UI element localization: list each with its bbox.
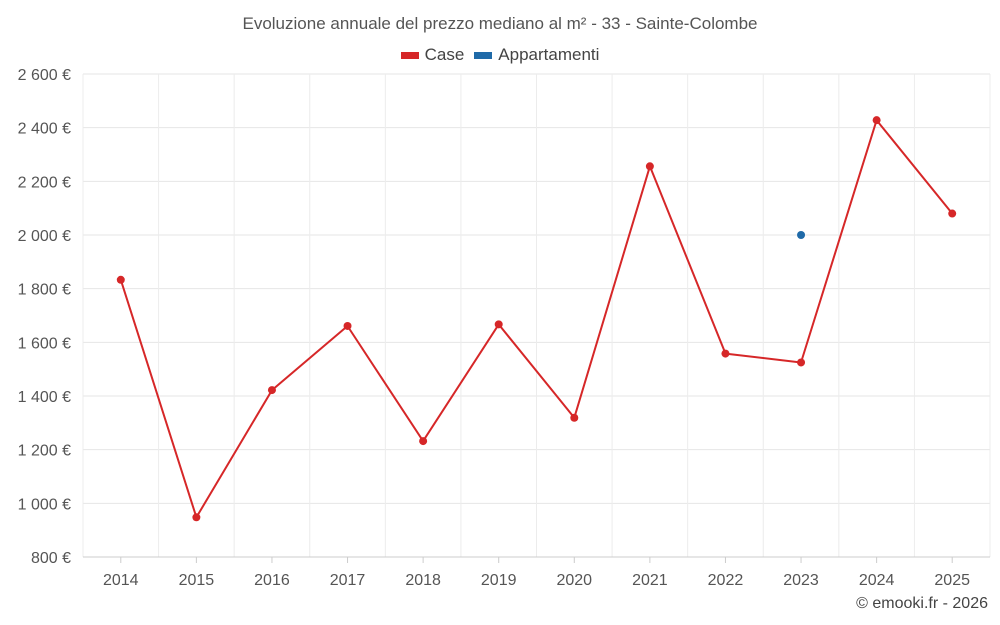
x-tick-label: 2022 bbox=[708, 572, 744, 589]
data-point-case-2024 bbox=[872, 116, 881, 125]
data-point-case-2023 bbox=[797, 358, 806, 367]
x-tick-label: 2023 bbox=[783, 572, 819, 589]
data-point-case-2017 bbox=[343, 321, 352, 330]
x-tick-label: 2014 bbox=[103, 572, 139, 589]
y-tick-label: 2 400 € bbox=[18, 121, 71, 138]
data-point-case-2022 bbox=[721, 349, 730, 358]
legend-swatch-case bbox=[400, 51, 419, 59]
data-point-case-2014 bbox=[116, 275, 125, 284]
legend-label-case: Case bbox=[424, 45, 465, 64]
data-point-case-2015 bbox=[192, 513, 201, 522]
legend-swatch-appartamenti bbox=[474, 51, 493, 59]
y-tick-label: 2 000 € bbox=[18, 228, 71, 245]
x-tick-label: 2021 bbox=[632, 572, 668, 589]
x-tick-label: 2024 bbox=[859, 572, 895, 589]
series-line-case bbox=[119, 119, 953, 519]
grid-layer bbox=[82, 73, 991, 558]
y-tick-label: 2 200 € bbox=[18, 174, 71, 191]
y-tick-label: 1 800 € bbox=[18, 282, 71, 299]
data-point-appartamenti-2023 bbox=[797, 231, 806, 239]
x-tick-label: 2025 bbox=[934, 572, 970, 589]
y-tick-label: 800 € bbox=[31, 550, 71, 567]
axis-layer: 800 € 1 000 € 1 200 € 1 400 € 1 600 € 1 800 €… bbox=[18, 67, 990, 589]
y-tick-label: 1 000 € bbox=[18, 496, 71, 513]
data-point-case-2018 bbox=[419, 437, 428, 446]
data-point-case-2021 bbox=[645, 162, 654, 171]
legend-item-appartamenti[interactable]: Appartamenti bbox=[474, 45, 599, 65]
y-tick-label: 1 200 € bbox=[18, 443, 71, 460]
x-tick-label: 2016 bbox=[254, 572, 290, 589]
x-tick-label: 2019 bbox=[481, 572, 517, 589]
x-tick-label: 2018 bbox=[405, 572, 441, 589]
y-tick-label: 1 400 € bbox=[18, 389, 71, 406]
data-point-case-2020 bbox=[570, 413, 579, 422]
x-tick-label: 2015 bbox=[179, 572, 215, 589]
series-layer bbox=[116, 116, 957, 522]
data-point-case-2016 bbox=[267, 386, 276, 395]
legend: Case Appartamenti bbox=[0, 45, 1000, 65]
data-point-case-2019 bbox=[494, 320, 503, 329]
footer-credit: © emooki.fr - 2026 bbox=[856, 595, 988, 612]
y-tick-label: 2 600 € bbox=[18, 67, 71, 84]
x-tick-label: 2020 bbox=[556, 572, 592, 589]
legend-item-case[interactable]: Case bbox=[400, 45, 465, 65]
x-tick-label: 2017 bbox=[330, 572, 366, 589]
legend-label-appartamenti: Appartamenti bbox=[498, 45, 600, 64]
chart-title: Evoluzione annuale del prezzo mediano al… bbox=[242, 14, 758, 33]
data-point-case-2025 bbox=[948, 209, 957, 218]
y-tick-label: 1 600 € bbox=[18, 335, 71, 352]
